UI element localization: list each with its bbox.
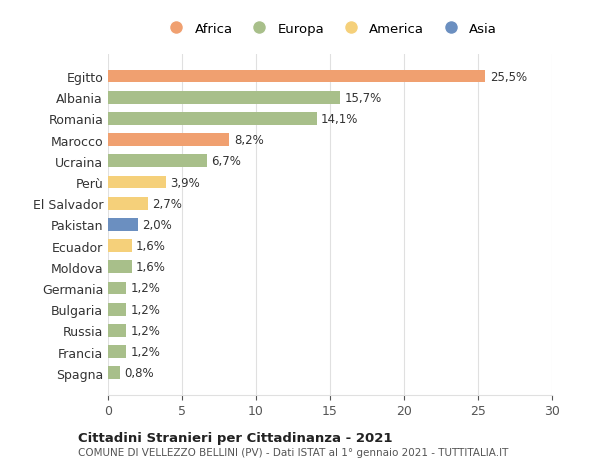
Bar <box>108 155 207 168</box>
Bar <box>108 303 126 316</box>
Text: 1,6%: 1,6% <box>136 240 166 252</box>
Bar <box>108 113 317 125</box>
Text: 2,7%: 2,7% <box>152 197 182 210</box>
Bar <box>108 134 229 147</box>
Bar <box>108 71 485 83</box>
Text: 1,2%: 1,2% <box>130 282 160 295</box>
Text: 1,2%: 1,2% <box>130 324 160 337</box>
Text: 25,5%: 25,5% <box>490 70 527 84</box>
Bar <box>108 240 131 252</box>
Text: Cittadini Stranieri per Cittadinanza - 2021: Cittadini Stranieri per Cittadinanza - 2… <box>78 431 392 444</box>
Text: 15,7%: 15,7% <box>345 91 382 105</box>
Text: 3,9%: 3,9% <box>170 176 200 189</box>
Text: 14,1%: 14,1% <box>321 112 358 126</box>
Text: 2,0%: 2,0% <box>142 218 172 231</box>
Text: 1,6%: 1,6% <box>136 261 166 274</box>
Text: 6,7%: 6,7% <box>212 155 241 168</box>
Bar <box>108 325 126 337</box>
Bar <box>108 282 126 295</box>
Text: COMUNE DI VELLEZZO BELLINI (PV) - Dati ISTAT al 1° gennaio 2021 - TUTTITALIA.IT: COMUNE DI VELLEZZO BELLINI (PV) - Dati I… <box>78 448 508 458</box>
Text: 1,2%: 1,2% <box>130 345 160 358</box>
Bar <box>108 367 120 379</box>
Legend: Africa, Europa, America, Asia: Africa, Europa, America, Asia <box>158 17 502 41</box>
Text: 0,8%: 0,8% <box>124 366 154 380</box>
Bar <box>108 218 137 231</box>
Bar <box>108 176 166 189</box>
Bar <box>108 92 340 104</box>
Bar <box>108 197 148 210</box>
Bar <box>108 261 131 274</box>
Text: 8,2%: 8,2% <box>234 134 263 147</box>
Bar <box>108 346 126 358</box>
Text: 1,2%: 1,2% <box>130 303 160 316</box>
